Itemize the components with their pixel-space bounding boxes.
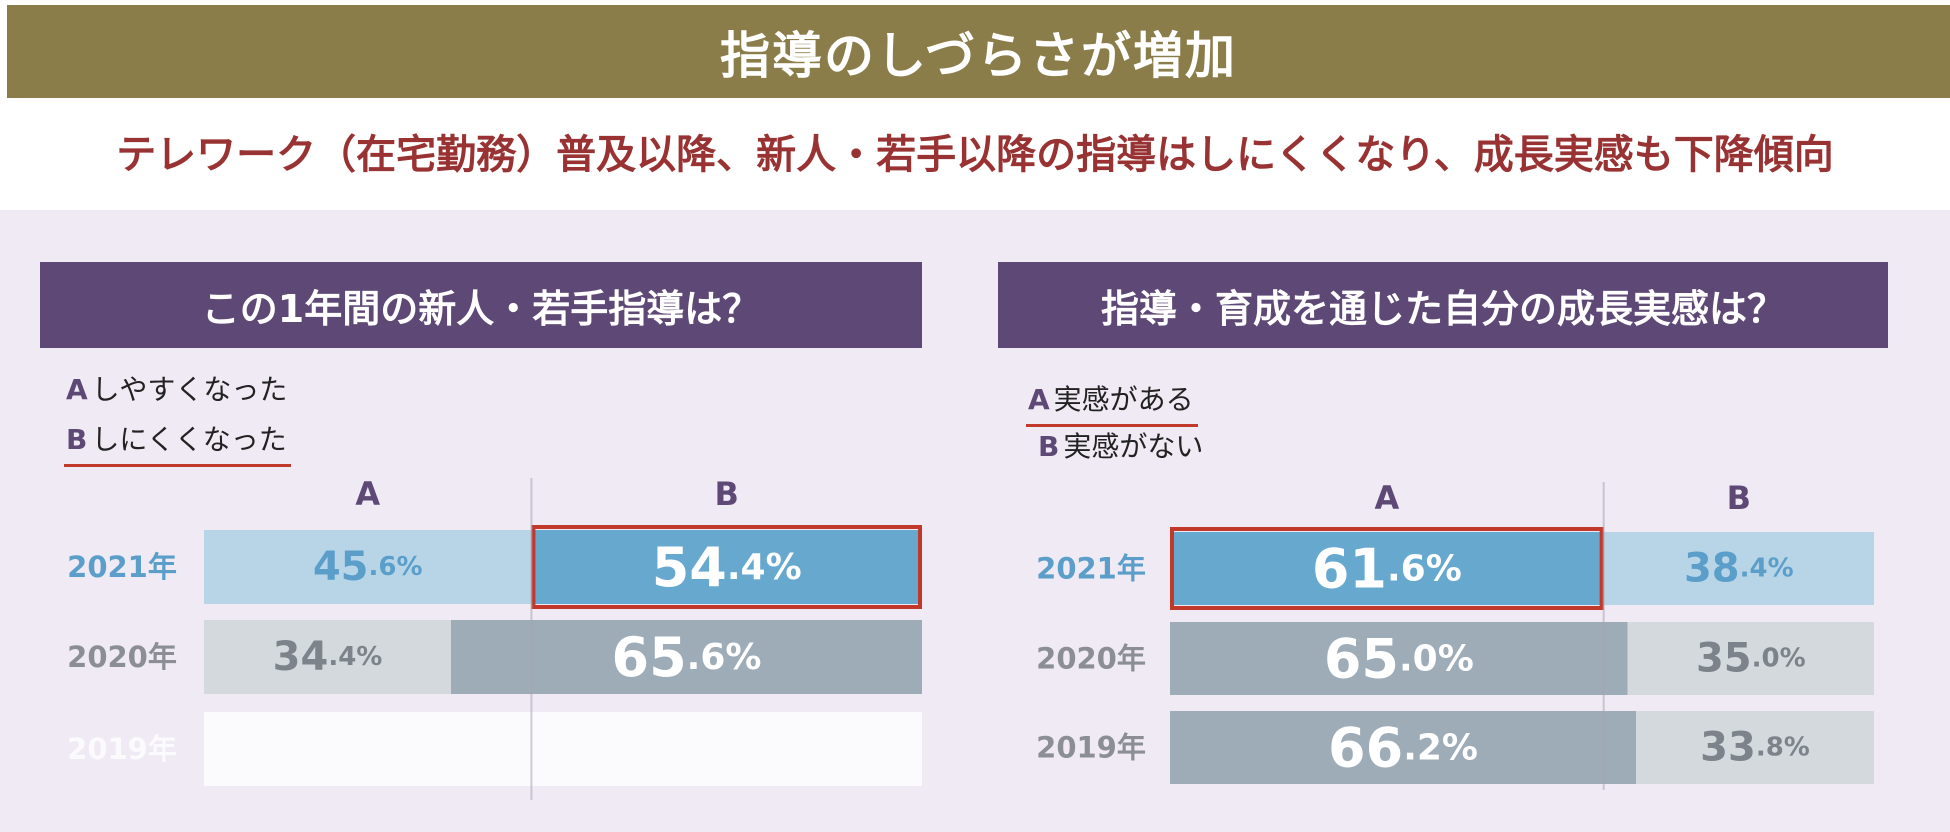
right-value-a-0-dec: .6% bbox=[1387, 548, 1462, 589]
left-value-a-0: 45.6% bbox=[313, 544, 423, 590]
right-value-a-1: 65.0% bbox=[1324, 627, 1474, 690]
left-year-label-1: 2020年 bbox=[67, 640, 177, 674]
right-value-a-1-dec: .0% bbox=[1399, 638, 1474, 679]
right-bar-a-2 bbox=[1170, 711, 1637, 784]
left-legend-b-label: しにくくなった bbox=[91, 423, 287, 456]
left-bar-a-0 bbox=[204, 530, 532, 604]
right-value-a-0: 61.6% bbox=[1312, 537, 1462, 600]
left-value-b-1-dec: .6% bbox=[687, 637, 762, 678]
left-value-b-1: 65.6% bbox=[612, 626, 762, 689]
left-value-a-0-int: 45 bbox=[313, 544, 369, 590]
left-legend-a: A しやすくなった bbox=[64, 368, 291, 414]
left-value-a-1-dec: .4% bbox=[328, 642, 382, 672]
left-bar-empty-2 bbox=[204, 712, 922, 786]
right-legend-a-label: 実感がある bbox=[1053, 383, 1194, 416]
right-value-b-2: 33.8% bbox=[1700, 725, 1810, 771]
left-column-label-a: A bbox=[355, 475, 380, 513]
left-value-b-0-int: 54 bbox=[652, 536, 727, 599]
right-value-b-2-int: 33 bbox=[1700, 725, 1756, 771]
right-bar-b-2 bbox=[1636, 711, 1874, 784]
left-legend-b-key: B bbox=[66, 423, 88, 456]
page-title-banner: 指導のしづらさが増加 bbox=[7, 5, 1950, 98]
right-column-label-b: B bbox=[1727, 479, 1751, 517]
right-column-label-a: A bbox=[1374, 479, 1399, 517]
left-bar-b-0 bbox=[531, 530, 922, 604]
left-year-label-2: 2019年 bbox=[67, 732, 177, 766]
right-bar-b-0 bbox=[1603, 532, 1874, 605]
left-value-b-1-int: 65 bbox=[612, 626, 687, 689]
left-value-a-0-dec: .6% bbox=[369, 552, 423, 582]
right-value-b-0: 38.4% bbox=[1684, 546, 1794, 592]
right-value-a-2: 66.2% bbox=[1328, 716, 1478, 779]
left-chart-title: この1年間の新人・若手指導は？ bbox=[40, 262, 922, 348]
right-legend-b-key: B bbox=[1038, 430, 1060, 463]
right-value-b-1-int: 35 bbox=[1696, 636, 1752, 682]
left-legend-b: B しにくくなった bbox=[64, 418, 291, 467]
right-value-b-1-dec: .0% bbox=[1752, 644, 1806, 674]
right-value-b-0-int: 38 bbox=[1684, 546, 1740, 592]
right-highlight-outline-0 bbox=[1170, 527, 1604, 610]
right-legend-b: B 実感がない bbox=[1036, 425, 1207, 471]
right-legend-b-label: 実感がない bbox=[1063, 430, 1204, 463]
page-subtitle: テレワーク（在宅勤務）普及以降、新人・若手以降の指導はしにくくなり、成長実感も下… bbox=[116, 132, 1834, 178]
left-legend-a-label: しやすくなった bbox=[91, 373, 288, 406]
right-value-a-2-int: 66 bbox=[1328, 716, 1403, 779]
right-year-label-2: 2019年 bbox=[1036, 731, 1146, 765]
right-year-label-1: 2020年 bbox=[1036, 642, 1146, 676]
left-column-label-b: B bbox=[715, 475, 739, 513]
right-legend-a: A 実感がある bbox=[1026, 378, 1198, 427]
left-value-b-0-dec: .4% bbox=[727, 547, 802, 588]
right-bar-a-1 bbox=[1170, 622, 1628, 695]
page-title: 指導のしづらさが増加 bbox=[720, 26, 1237, 85]
left-value-b-0: 54.4% bbox=[652, 536, 802, 599]
right-year-label-0: 2021年 bbox=[1036, 552, 1146, 586]
left-value-a-1: 34.4% bbox=[273, 634, 383, 680]
right-bar-b-1 bbox=[1627, 622, 1874, 695]
right-value-b-1: 35.0% bbox=[1696, 636, 1806, 682]
left-highlight-outline-0 bbox=[531, 525, 923, 609]
right-chart-title: 指導・育成を通じた自分の成長実感は？ bbox=[998, 262, 1888, 348]
right-value-a-2-dec: .2% bbox=[1403, 727, 1478, 768]
right-value-b-0-dec: .4% bbox=[1740, 554, 1794, 584]
right-value-a-1-int: 65 bbox=[1324, 627, 1399, 690]
right-value-a-0-int: 61 bbox=[1312, 537, 1387, 600]
right-bar-a-0 bbox=[1170, 532, 1604, 605]
left-bar-b-1 bbox=[450, 620, 922, 694]
left-bar-a-1 bbox=[204, 620, 451, 694]
left-value-a-1-int: 34 bbox=[273, 634, 329, 680]
left-legend-a-key: A bbox=[66, 373, 88, 406]
right-value-b-2-dec: .8% bbox=[1756, 733, 1810, 763]
left-year-label-0: 2021年 bbox=[67, 550, 177, 584]
right-legend-a-key: A bbox=[1028, 383, 1050, 416]
